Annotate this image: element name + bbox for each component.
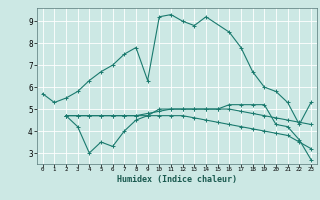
X-axis label: Humidex (Indice chaleur): Humidex (Indice chaleur) bbox=[117, 175, 237, 184]
